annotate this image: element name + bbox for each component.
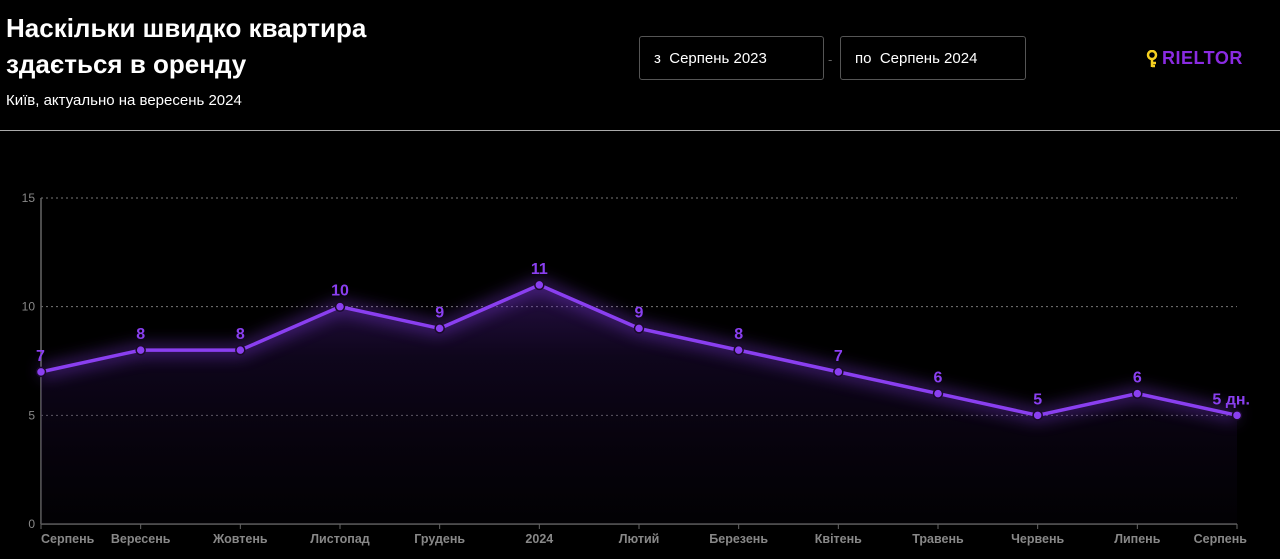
data-point [833, 366, 844, 378]
x-tick-label: Березень [709, 532, 768, 546]
data-point [534, 279, 545, 291]
data-point [1231, 410, 1243, 421]
x-tick-label: Вересень [111, 532, 171, 546]
date-to-select[interactable]: по Серпень 2024 [840, 36, 1026, 80]
x-tick-label: Жовтень [212, 532, 268, 546]
x-tick-label: Липень [1114, 532, 1161, 546]
data-label: 7 [36, 348, 45, 365]
date-separator: - [828, 52, 833, 67]
y-tick-label: 10 [22, 300, 36, 314]
data-point [434, 323, 445, 334]
y-tick-label: 15 [22, 191, 36, 205]
x-tick-label: Листопад [310, 532, 370, 546]
rieltor-logo: RIELTOR [1146, 48, 1243, 69]
y-tick-label: 5 [28, 408, 35, 422]
key-icon [1146, 49, 1158, 67]
data-label: 6 [934, 370, 943, 387]
data-label: 9 [635, 304, 644, 321]
date-to-value: Серпень 2024 [879, 49, 978, 67]
x-tick-label: Грудень [414, 532, 465, 546]
data-label: 10 [331, 283, 349, 300]
data-point [334, 301, 346, 312]
x-tick-label: Червень [1011, 532, 1064, 546]
data-point [135, 344, 146, 356]
data-label: 9 [435, 304, 444, 321]
x-tick-label: Серпень [1194, 532, 1248, 546]
data-point [1032, 410, 1043, 421]
data-label: 8 [734, 326, 743, 343]
data-label: 8 [136, 326, 145, 343]
data-label: 7 [834, 348, 843, 365]
data-point [733, 344, 744, 356]
x-tick-label: 2024 [525, 532, 553, 546]
date-from-prefix: з [654, 49, 661, 67]
header-divider [0, 130, 1280, 131]
x-tick-label: Лютий [619, 532, 660, 546]
y-tick-label: 0 [28, 517, 35, 531]
data-label: 11 [531, 261, 548, 278]
date-from-select[interactable]: з Серпень 2023 [639, 36, 824, 80]
data-label: 5 [1033, 391, 1042, 408]
data-label: 8 [236, 326, 245, 343]
page-subtitle: Київ, актуально на вересень 2024 [6, 92, 242, 109]
x-tick-label: Серпень [41, 532, 95, 546]
date-from-value: Серпень 2023 [669, 49, 767, 67]
data-point [35, 366, 47, 378]
data-point [1132, 388, 1143, 399]
data-point [932, 388, 944, 399]
data-label: 6 [1133, 370, 1142, 387]
logo-text: RIELTOR [1162, 48, 1243, 68]
x-tick-label: Квітень [815, 532, 862, 546]
data-point [235, 344, 246, 356]
area-fill [41, 284, 1237, 524]
date-to-prefix: по [855, 49, 872, 67]
page-title: Наскільки швидко квартира здається в оре… [6, 13, 367, 79]
data-label: 5 дн. [1212, 391, 1250, 408]
data-point [633, 323, 645, 334]
x-tick-label: Травень [912, 532, 964, 546]
